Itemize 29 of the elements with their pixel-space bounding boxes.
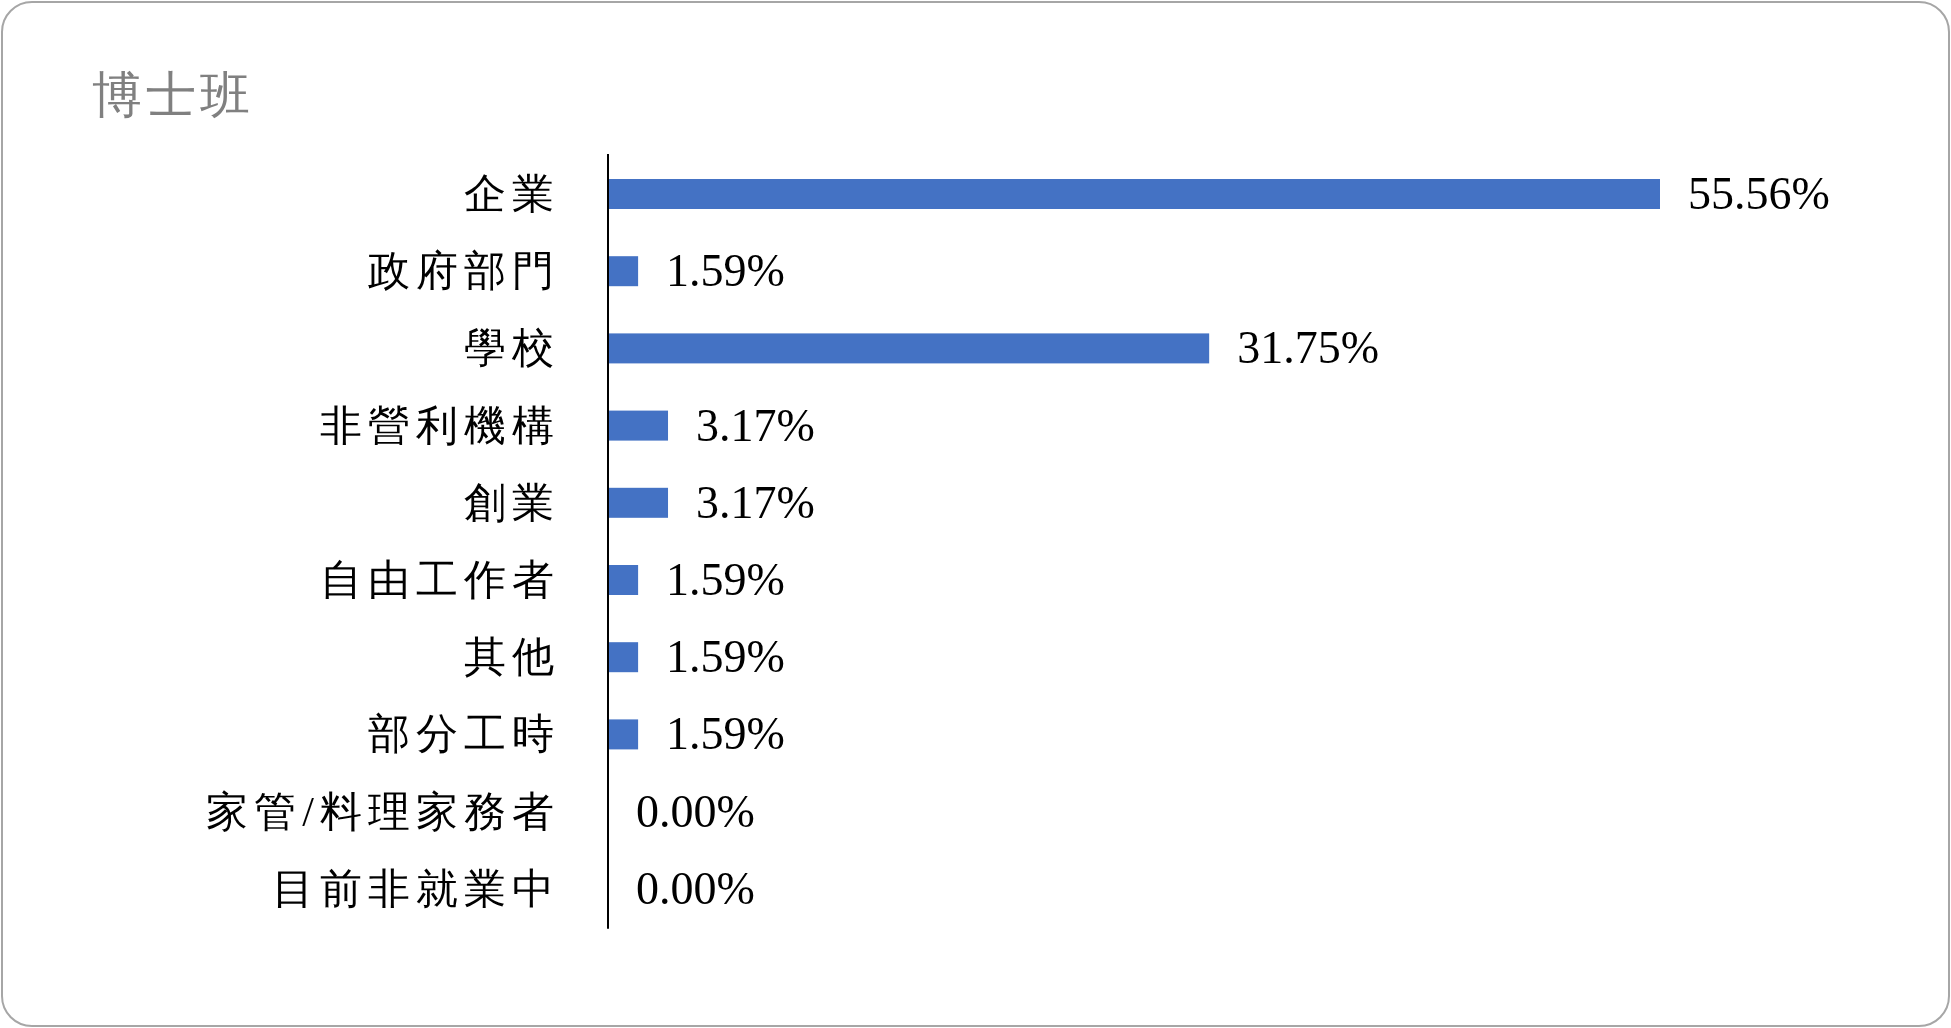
text: 博士班 <box>92 67 254 123</box>
data-label: 1.59% <box>666 554 785 605</box>
y-tick-label: 企業 <box>464 171 560 217</box>
bar <box>608 642 639 673</box>
y-tick-label: 創業 <box>464 479 560 526</box>
bar <box>608 487 669 518</box>
data-label: 1.59% <box>666 631 785 683</box>
bar <box>608 256 639 287</box>
y-tick-label: 學校 <box>464 325 560 372</box>
y-tick-label: 政府部門 <box>368 248 560 295</box>
bar <box>608 333 1210 364</box>
bar <box>608 179 1660 209</box>
data-label: 31.75% <box>1237 322 1379 374</box>
data-label: 0.00% <box>636 862 755 914</box>
y-tick-label: 部分工時 <box>368 711 560 758</box>
data-label: 1.59% <box>666 708 785 760</box>
y-tick-label: 家管/料理家務者 <box>206 788 560 835</box>
y-tick-label: 非營利機構 <box>320 402 560 449</box>
bar <box>608 410 669 441</box>
bar <box>608 719 639 750</box>
y-tick-label: 自由工作者 <box>320 557 560 603</box>
data-label: 1.59% <box>666 245 785 297</box>
data-label: 55.56% <box>1688 168 1830 219</box>
data-label: 3.17% <box>696 476 815 528</box>
y-tick-label: 其他 <box>464 634 560 681</box>
y-tick-label: 目前非就業中 <box>272 865 560 912</box>
data-label: 3.17% <box>696 399 815 451</box>
data-label: 0.00% <box>636 785 755 837</box>
bar <box>608 565 639 595</box>
